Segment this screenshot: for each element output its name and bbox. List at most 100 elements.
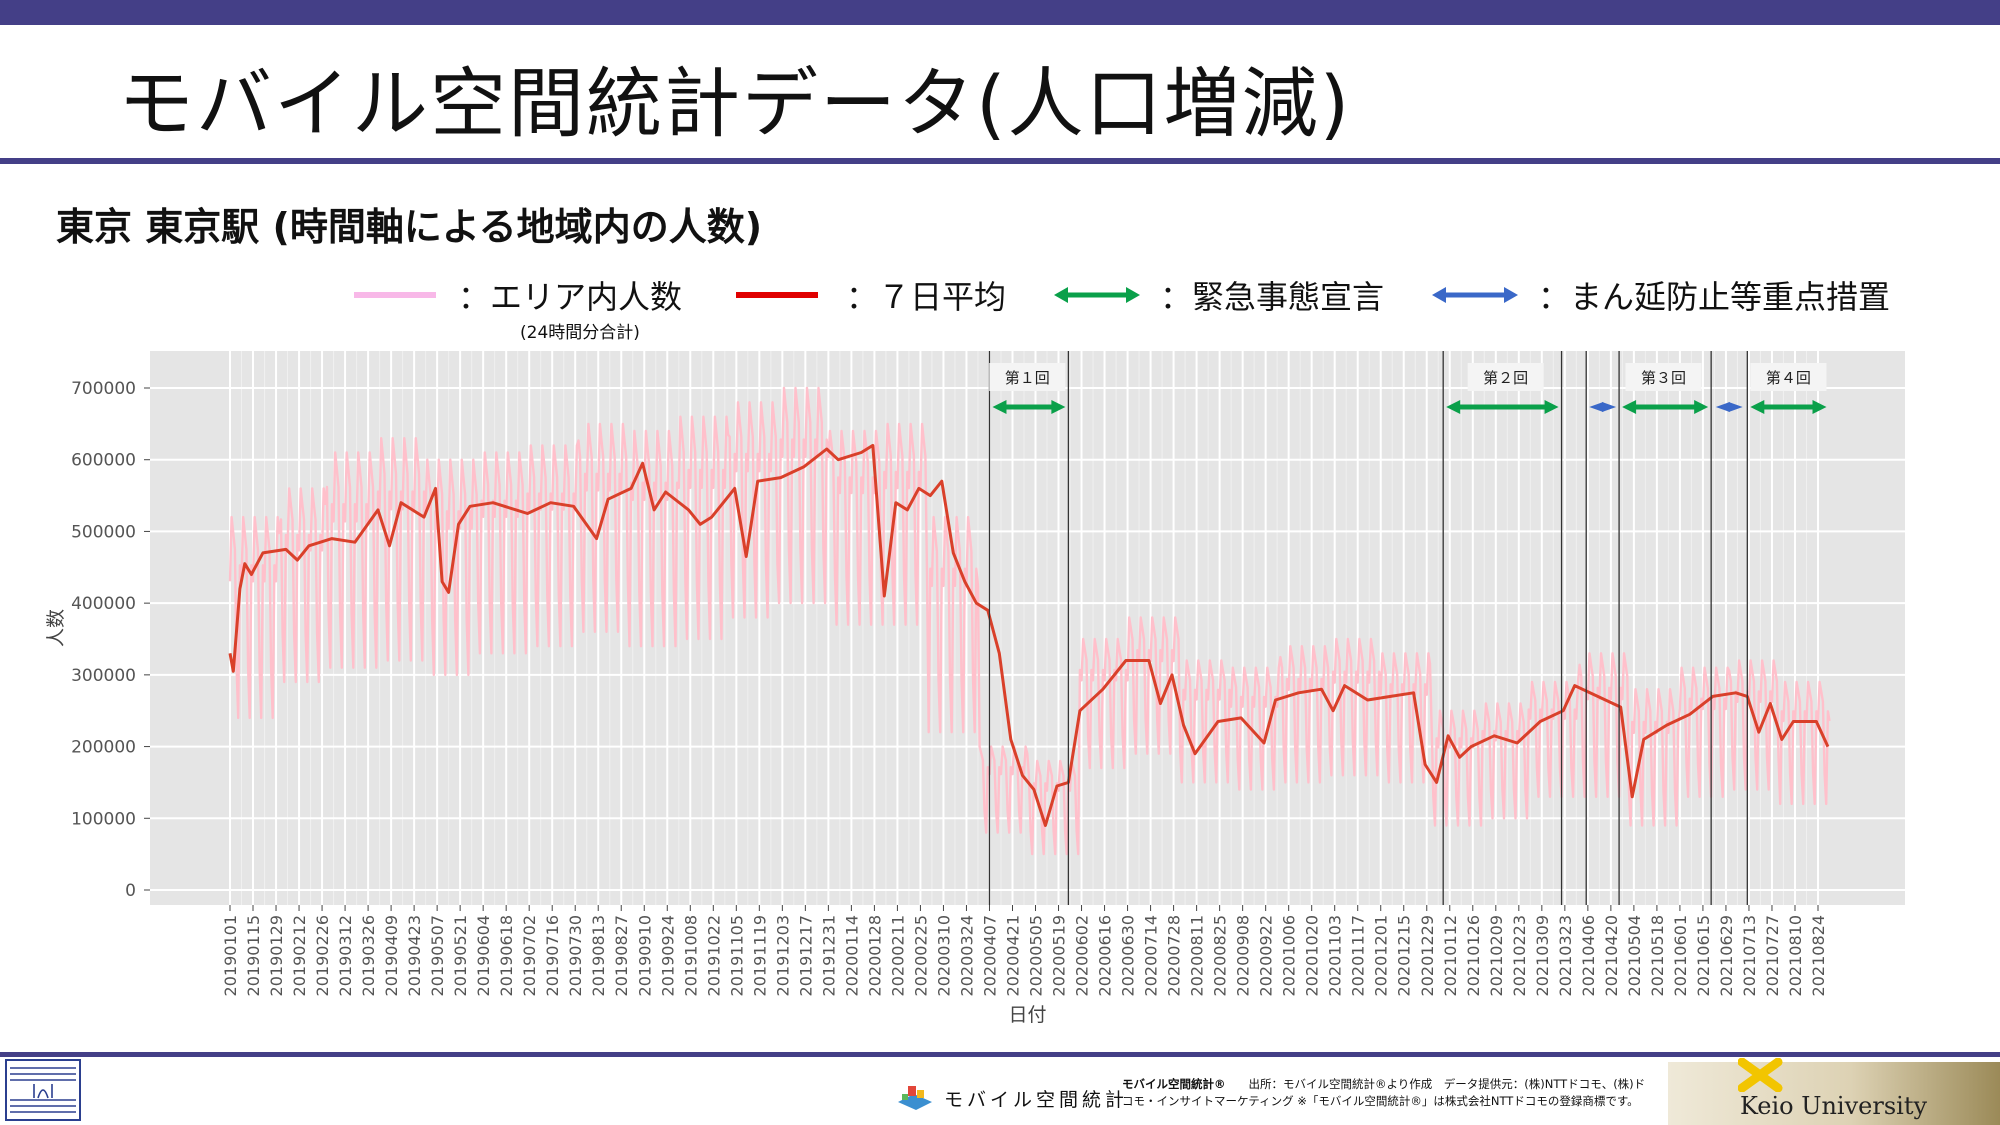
chart-svg: 0 100000 200000 300000 400000 500000 600000 700… xyxy=(45,351,1905,1026)
emergency-arrowhead-right xyxy=(1051,400,1066,414)
x-tick-label: 20201229 xyxy=(1418,915,1437,996)
x-tick-label: 20200114 xyxy=(842,915,861,996)
priority-arrowhead-left xyxy=(1589,402,1604,412)
emergency-arrowhead-left xyxy=(992,400,1007,414)
pen-logo-icon xyxy=(1738,1058,1783,1092)
period-label-box xyxy=(989,363,1066,391)
x-tick-label: 20190618 xyxy=(497,915,516,996)
x-tick-label: 20200714 xyxy=(1142,915,1161,996)
x-tick-label: 20190702 xyxy=(520,915,539,996)
x-tick-label: 20210504 xyxy=(1625,915,1644,996)
x-tick-label: 20190521 xyxy=(451,915,470,996)
legend-label-priority: ：まん延防止等重点措置 xyxy=(1538,278,1891,316)
period-label-box xyxy=(1467,363,1544,391)
x-tick-label: 20200728 xyxy=(1165,915,1184,996)
x-tick-label: 20201020 xyxy=(1303,915,1322,996)
cube-logo-icon xyxy=(898,1086,932,1110)
emergency-arrowhead-left xyxy=(1750,400,1765,414)
x-tick-label: 20200128 xyxy=(865,915,884,996)
x-tick-label: 20191105 xyxy=(727,915,746,996)
x-tick-label: 20201006 xyxy=(1280,915,1299,996)
legend: ：エリア内人数 ：７日平均 ：緊急事態宣言 ：まん延防止等重点措置 xyxy=(0,272,2000,322)
period-label: 第１回 xyxy=(1005,369,1050,387)
x-tick-label: 20200310 xyxy=(934,915,953,996)
area-count-line xyxy=(228,386,1831,856)
x-tick-label: 20200602 xyxy=(1073,915,1092,996)
legend-item-area-count: ：エリア内人数 xyxy=(352,272,682,318)
x-axis-title: 日付 xyxy=(1008,1004,1046,1026)
x-tick-label: 20210223 xyxy=(1510,915,1529,996)
x-tick-label: 20210406 xyxy=(1579,915,1598,996)
y-tick-label: 100000 xyxy=(71,809,136,829)
x-tick-label: 20210810 xyxy=(1786,915,1805,996)
x-tick-label: 20200825 xyxy=(1211,915,1230,996)
x-tick-label: 20210824 xyxy=(1809,915,1828,996)
x-tick-label: 20190910 xyxy=(635,915,654,996)
x-tick-label: 20210323 xyxy=(1556,915,1575,996)
x-tick-label: 20191203 xyxy=(773,915,792,996)
x-tick-label: 20190101 xyxy=(221,915,240,996)
x-tick-label: 20210112 xyxy=(1441,915,1460,996)
legend-item-priority: ：まん延防止等重点措置 xyxy=(1432,272,1890,318)
legend-swatch-priority xyxy=(1432,287,1518,303)
y-tick-label: 600000 xyxy=(71,451,136,471)
x-tick-label: 20190212 xyxy=(290,915,309,996)
x-tick-label: 20200811 xyxy=(1188,915,1207,996)
footer-note-bold: モバイル空間統計® xyxy=(1122,1077,1226,1091)
x-tick-label: 20201201 xyxy=(1372,915,1391,996)
x-tick-label: 20210420 xyxy=(1602,915,1621,996)
period-label-box xyxy=(1750,363,1827,391)
x-tick-label: 20191217 xyxy=(796,915,815,996)
x-tick-label: 20190507 xyxy=(428,915,447,996)
x-tick-label: 20200630 xyxy=(1119,915,1138,996)
y-axis-title: 人数 xyxy=(45,609,67,647)
x-tick-label: 20190226 xyxy=(313,915,332,996)
x-tick-label: 20200922 xyxy=(1257,915,1276,996)
x-tick-label: 20190115 xyxy=(244,915,263,996)
emergency-arrowhead-left xyxy=(1446,400,1461,414)
x-tick-label: 20190716 xyxy=(543,915,562,996)
x-tick-label: 20200225 xyxy=(911,915,930,996)
slide-title: モバイル空間統計データ(人口増減) xyxy=(118,59,1352,148)
footer-brand-text: モバイル空間統計 xyxy=(944,1088,1129,1111)
x-tick-label: 20190326 xyxy=(359,915,378,996)
x-tick-label: 20210309 xyxy=(1533,915,1552,996)
x-tick-label: 20200211 xyxy=(888,915,907,996)
x-tick-label: 20191008 xyxy=(681,915,700,996)
emergency-arrowhead-right xyxy=(1694,400,1709,414)
x-tick-label: 20210518 xyxy=(1648,915,1667,996)
priority-arrowhead-right xyxy=(1602,402,1617,412)
legend-label-7day-avg: ：７日平均 xyxy=(846,278,1007,316)
keio-banner: Keio University xyxy=(1668,1058,2000,1125)
x-tick-label: 20190730 xyxy=(566,915,585,996)
emergency-arrowhead-left xyxy=(1622,400,1637,414)
legend-item-emergency: ：緊急事態宣言 xyxy=(1054,272,1384,318)
university-crest-icon xyxy=(5,1059,81,1121)
x-tick-label: 20191022 xyxy=(704,915,723,996)
footer-note-line1: 出所：モバイル空間統計®より作成 データ提供元：(株)NTTドコモ、(株)ド xyxy=(1225,1077,1646,1091)
priority-arrowhead-left xyxy=(1715,402,1730,412)
x-tick-label: 20200505 xyxy=(1027,915,1046,996)
y-tick-label: 700000 xyxy=(71,379,136,399)
legend-sub-label: (24時間分合計) xyxy=(520,323,640,343)
legend-swatch-emergency xyxy=(1054,287,1140,303)
x-tick-label: 20210713 xyxy=(1740,915,1759,996)
x-tick-label: 20200421 xyxy=(1003,915,1022,996)
chart: 0 100000 200000 300000 400000 500000 600000 700… xyxy=(0,340,2000,1030)
period-label: 第２回 xyxy=(1483,369,1528,387)
plot-background xyxy=(150,351,1905,905)
university-name: Keio University xyxy=(1740,1092,1928,1120)
y-tick-label: 300000 xyxy=(71,666,136,686)
x-tick-label: 20201103 xyxy=(1326,915,1345,996)
legend-item-7day-avg: ：７日平均 xyxy=(734,272,1006,318)
period-label: 第４回 xyxy=(1766,369,1811,387)
footer-brand: モバイル空間統計 xyxy=(894,1078,1128,1118)
priority-arrowhead-right xyxy=(1728,402,1743,412)
y-tick-label: 500000 xyxy=(71,522,136,542)
y-tick-label: 0 xyxy=(125,881,136,901)
x-tick-label: 20210126 xyxy=(1464,915,1483,996)
x-tick-label: 20190813 xyxy=(589,915,608,996)
legend-label-area-count: ：エリア内人数 xyxy=(458,278,683,316)
legend-swatch-area-count xyxy=(354,292,436,298)
x-tick-label: 20190604 xyxy=(474,915,493,996)
